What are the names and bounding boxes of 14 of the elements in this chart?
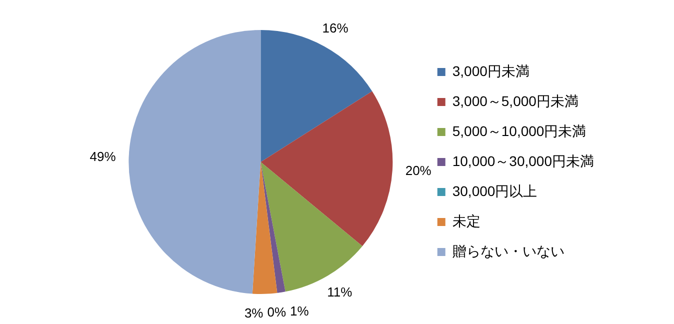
data-label: 1% <box>290 304 310 319</box>
data-label: 3% <box>244 306 264 321</box>
data-label: 11% <box>327 284 353 300</box>
legend-label: 10,000～30,000円未満 <box>452 152 594 169</box>
legend-label: 3,000～5,000円未満 <box>452 92 578 109</box>
legend-label: 未定 <box>452 212 480 229</box>
data-label: 49% <box>90 148 116 164</box>
legend-label: 3,000円未満 <box>452 62 530 79</box>
text: 0% <box>267 304 286 320</box>
data-label: 20% <box>405 163 432 178</box>
data-label: 16% <box>322 20 349 36</box>
legend-label: 5,000～10,000円未満 <box>452 122 586 139</box>
legend-label: 30,000円以上 <box>452 182 538 199</box>
legend-label: 贈らない・いない <box>452 242 564 259</box>
